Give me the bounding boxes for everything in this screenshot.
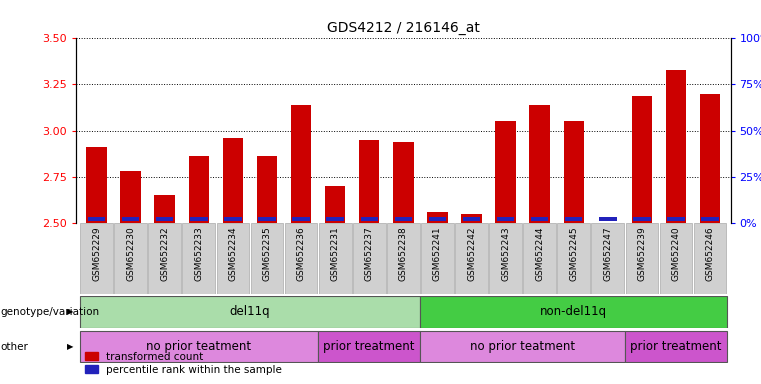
FancyBboxPatch shape xyxy=(80,223,113,294)
Bar xyxy=(565,217,582,221)
Legend: transformed count, percentile rank within the sample: transformed count, percentile rank withi… xyxy=(81,348,286,379)
Bar xyxy=(361,217,378,221)
FancyBboxPatch shape xyxy=(79,296,420,328)
Bar xyxy=(122,217,139,221)
FancyBboxPatch shape xyxy=(455,223,488,294)
Bar xyxy=(86,147,107,223)
Text: GSM652242: GSM652242 xyxy=(467,226,476,281)
Bar xyxy=(359,140,380,223)
Bar xyxy=(292,217,310,221)
Title: GDS4212 / 216146_at: GDS4212 / 216146_at xyxy=(327,21,479,35)
FancyBboxPatch shape xyxy=(660,223,693,294)
Text: no prior teatment: no prior teatment xyxy=(146,340,251,353)
FancyBboxPatch shape xyxy=(318,331,420,362)
Bar xyxy=(189,156,209,223)
Bar xyxy=(427,212,447,223)
Text: GSM652240: GSM652240 xyxy=(671,226,680,281)
FancyBboxPatch shape xyxy=(489,223,522,294)
FancyBboxPatch shape xyxy=(183,223,215,294)
Bar xyxy=(666,70,686,223)
FancyBboxPatch shape xyxy=(217,223,250,294)
FancyBboxPatch shape xyxy=(319,223,352,294)
Bar xyxy=(393,142,413,223)
Text: GSM652245: GSM652245 xyxy=(569,226,578,281)
Bar xyxy=(530,105,550,223)
Text: GSM652236: GSM652236 xyxy=(297,226,306,281)
FancyBboxPatch shape xyxy=(626,223,658,294)
FancyBboxPatch shape xyxy=(557,223,590,294)
Bar xyxy=(156,217,174,221)
Bar xyxy=(632,96,652,223)
Bar xyxy=(120,171,141,223)
Text: GSM652229: GSM652229 xyxy=(92,226,101,281)
Bar xyxy=(395,217,412,221)
FancyBboxPatch shape xyxy=(353,223,386,294)
Text: GSM652232: GSM652232 xyxy=(161,226,169,281)
FancyBboxPatch shape xyxy=(79,331,318,362)
Text: ▶: ▶ xyxy=(67,308,74,316)
FancyBboxPatch shape xyxy=(694,223,727,294)
Text: ▶: ▶ xyxy=(67,342,74,351)
FancyBboxPatch shape xyxy=(285,223,317,294)
Text: GSM652231: GSM652231 xyxy=(331,226,339,281)
Bar xyxy=(667,217,685,221)
Bar xyxy=(461,214,482,223)
FancyBboxPatch shape xyxy=(250,223,283,294)
Bar xyxy=(256,156,277,223)
Text: other: other xyxy=(1,341,29,352)
FancyBboxPatch shape xyxy=(420,296,728,328)
Bar xyxy=(463,217,480,221)
FancyBboxPatch shape xyxy=(387,223,420,294)
Text: GSM652243: GSM652243 xyxy=(501,226,510,281)
Text: GSM652230: GSM652230 xyxy=(126,226,135,281)
Bar xyxy=(325,186,345,223)
Text: GSM652244: GSM652244 xyxy=(535,226,544,281)
Text: genotype/variation: genotype/variation xyxy=(1,307,100,317)
Bar xyxy=(564,121,584,223)
Bar xyxy=(326,217,344,221)
Text: GSM652234: GSM652234 xyxy=(228,226,237,281)
FancyBboxPatch shape xyxy=(114,223,147,294)
Text: GSM652246: GSM652246 xyxy=(705,226,715,281)
Bar xyxy=(224,217,241,221)
Bar xyxy=(223,138,243,223)
Bar xyxy=(633,217,651,221)
FancyBboxPatch shape xyxy=(421,223,454,294)
FancyBboxPatch shape xyxy=(420,331,625,362)
Bar xyxy=(258,217,275,221)
Bar xyxy=(599,217,616,221)
Text: prior treatment: prior treatment xyxy=(630,340,721,353)
FancyBboxPatch shape xyxy=(625,331,728,362)
Bar xyxy=(428,217,446,221)
Text: no prior teatment: no prior teatment xyxy=(470,340,575,353)
Text: GSM652233: GSM652233 xyxy=(194,226,203,281)
Text: GSM652235: GSM652235 xyxy=(263,226,272,281)
FancyBboxPatch shape xyxy=(148,223,181,294)
Bar xyxy=(154,195,175,223)
Bar xyxy=(531,217,549,221)
Bar xyxy=(190,217,208,221)
Bar xyxy=(702,217,719,221)
Bar xyxy=(495,121,516,223)
Text: GSM652238: GSM652238 xyxy=(399,226,408,281)
Text: non-del11q: non-del11q xyxy=(540,306,607,318)
Bar xyxy=(291,105,311,223)
Bar xyxy=(88,217,105,221)
Bar xyxy=(497,217,514,221)
Text: GSM652237: GSM652237 xyxy=(365,226,374,281)
Text: del11q: del11q xyxy=(230,306,270,318)
Bar xyxy=(700,94,721,223)
FancyBboxPatch shape xyxy=(524,223,556,294)
FancyBboxPatch shape xyxy=(591,223,624,294)
Text: GSM652247: GSM652247 xyxy=(603,226,613,281)
Text: GSM652239: GSM652239 xyxy=(638,226,646,281)
Text: prior treatment: prior treatment xyxy=(323,340,415,353)
Text: GSM652241: GSM652241 xyxy=(433,226,442,281)
